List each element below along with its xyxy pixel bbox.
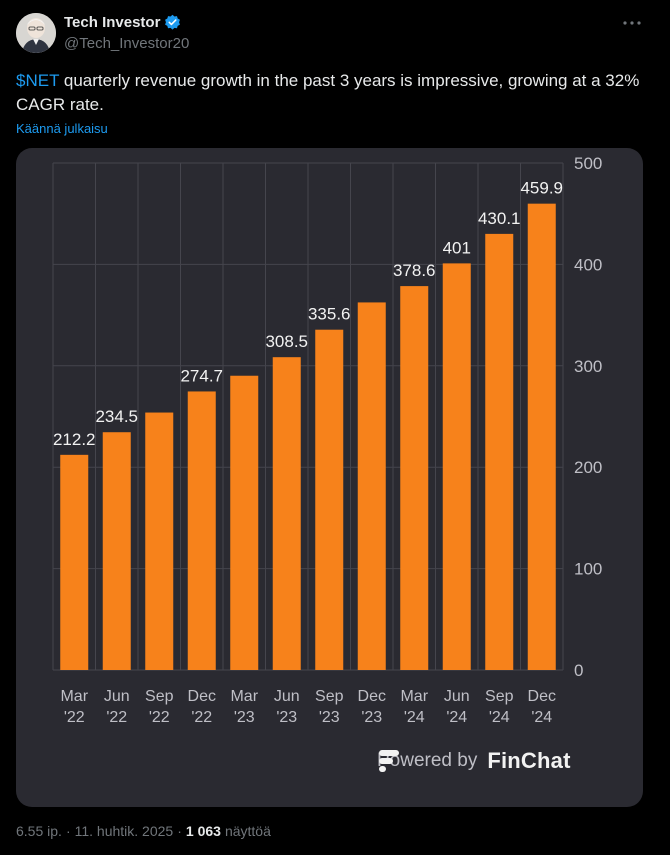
person-avatar-icon [16,13,56,53]
views-count: 1 063 [185,823,221,839]
x-tick-label: Jun [104,688,130,705]
bar [230,375,259,670]
x-tick-label: Sep [145,688,174,705]
x-tick-label-year: '22 [106,709,127,726]
x-tick-label: Mar [230,688,258,705]
tweet-body: quarterly revenue growth in the past 3 y… [16,71,640,114]
x-tick-label-year: '23 [276,709,297,726]
author-name-text[interactable]: Tech Investor [64,14,161,31]
x-tick-label: Mar [400,688,428,705]
tweet-time[interactable]: 6.55 ip. [16,823,62,839]
more-dots-icon [623,21,641,25]
bar [102,432,131,670]
x-tick-label: Dec [528,688,556,705]
media-image[interactable]: 0 100 200 300 400 500 212.2 Mar '22 234.5 Jun '22 Se… [16,148,643,807]
y-tick-label: 0 [574,661,583,680]
data-label: 274.7 [180,366,223,385]
x-tick-label-year: '23 [361,709,382,726]
powered-by-attribution: Powered by FinChat [377,748,571,774]
bar [442,263,471,670]
x-tick-label: Jun [444,688,470,705]
x-tick-label: Dec [358,688,386,705]
bar [60,454,89,670]
y-tick-label: 300 [574,357,602,376]
tweet-date[interactable]: 11. huhtik. 2025 [74,823,174,839]
bar [400,286,429,670]
x-tick-label: Sep [485,688,514,705]
x-tick-label-year: '24 [489,709,510,726]
avatar[interactable] [16,13,56,53]
meta-separator: · [65,823,71,839]
data-label: 234.5 [95,407,138,426]
x-tick-label: Jun [274,688,300,705]
verified-badge-icon [165,14,181,30]
bar [187,391,216,670]
x-tick-label-year: '24 [531,709,552,726]
meta-separator-2: · [177,823,182,839]
x-tick-label-year: '22 [64,709,85,726]
bar [272,357,301,670]
x-tick-label: Sep [315,688,344,705]
x-tick-label-year: '24 [446,709,467,726]
finchat-logo-icon [379,750,399,772]
author-handle[interactable]: @Tech_Investor20 [64,35,190,52]
data-label: 430.1 [478,209,521,228]
views-label: näyttöä [224,823,271,839]
x-tick-label: Mar [60,688,88,705]
finchat-brand: FinChat [379,748,571,774]
x-tick-label-year: '24 [404,709,425,726]
finchat-brand-name: FinChat [487,748,571,773]
translate-post-link[interactable]: Käännä julkaisu [16,121,108,136]
data-label: 459.9 [520,179,563,198]
data-label: 401 [443,238,471,257]
data-label: 378.6 [393,261,436,280]
x-tick-label: Dec [188,688,216,705]
bar [357,302,386,670]
x-tick-label-year: '23 [319,709,340,726]
y-tick-label: 400 [574,255,602,274]
tweet-meta: 6.55 ip. · 11. huhtik. 2025 · 1 063 näyt… [16,823,271,839]
y-tick-label: 100 [574,560,602,579]
revenue-bar-chart: 0 100 200 300 400 500 212.2 Mar '22 234.5 Jun '22 Se… [52,154,602,726]
data-label: 212.2 [53,430,96,449]
bar [527,203,556,670]
x-tick-label-year: '23 [234,709,255,726]
more-options-button[interactable] [620,14,644,32]
bar [145,412,174,670]
author-name[interactable]: Tech Investor [64,14,181,31]
y-tick-label: 200 [574,458,602,477]
x-tick-label-year: '22 [149,709,170,726]
data-label: 308.5 [265,332,308,351]
data-label: 335.6 [308,305,351,324]
x-tick-label-year: '22 [191,709,212,726]
cashtag-link[interactable]: $NET [16,71,60,90]
powered-by-label: Powered by [377,750,478,771]
y-tick-label: 500 [574,154,602,173]
tweet-text: $NET quarterly revenue growth in the pas… [16,69,646,117]
bar [315,329,344,670]
bar [485,233,514,670]
